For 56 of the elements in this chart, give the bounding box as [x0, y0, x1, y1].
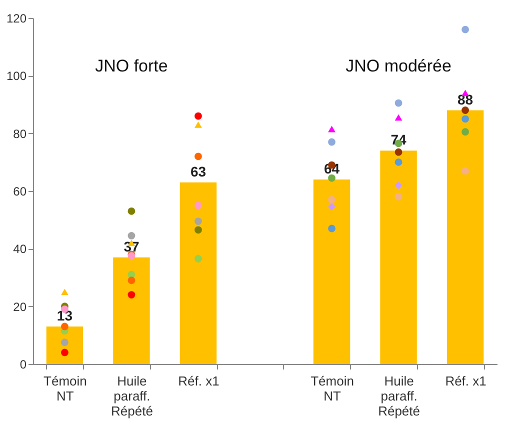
bar: [446, 110, 484, 364]
data-label: 63: [190, 163, 206, 180]
x-tick-label: Huile paraff. Répété: [378, 374, 420, 418]
point: [462, 26, 469, 34]
point: [394, 148, 402, 156]
point: [194, 255, 202, 262]
point: [462, 115, 469, 123]
y-tick-label: 0: [20, 358, 27, 372]
y-tick-label: 120: [6, 12, 27, 26]
bar: [380, 150, 417, 364]
data-label: 88: [458, 91, 474, 108]
point: [194, 112, 202, 120]
point: [462, 128, 469, 136]
point: [128, 276, 136, 284]
data-label: 13: [56, 308, 73, 324]
bar: [180, 182, 217, 364]
y-tick-label: 20: [13, 300, 27, 314]
point: [128, 232, 136, 240]
bar: [313, 179, 350, 364]
point: [328, 126, 336, 132]
bar: [113, 257, 150, 364]
point: [194, 121, 202, 128]
point: [194, 218, 202, 225]
point: [61, 348, 68, 356]
point: [194, 152, 202, 160]
annotation: JNO forte: [95, 56, 168, 76]
point: [394, 193, 402, 200]
x-tick-label: Témoin NT: [310, 374, 354, 404]
point: [328, 138, 336, 146]
y-tick-label: 40: [13, 242, 27, 256]
point: [328, 196, 336, 204]
point: [61, 338, 68, 346]
x-tick-label: Témoin NT: [44, 374, 87, 404]
point: [462, 106, 469, 114]
point: [462, 167, 469, 175]
point: [394, 158, 402, 166]
point: [61, 288, 68, 296]
point: [61, 322, 68, 330]
point: [128, 291, 136, 298]
x-tick-label: Huile paraff. Répété: [111, 374, 153, 418]
point: [128, 207, 136, 215]
annotation: JNO modérée: [346, 56, 452, 76]
y-tick-label: 100: [6, 69, 27, 84]
point: [194, 202, 202, 210]
point: [394, 114, 402, 121]
x-tick-label: Réf. x1: [445, 374, 486, 388]
point: [328, 174, 336, 182]
y-tick-label: 60: [13, 184, 27, 198]
point: [394, 182, 402, 189]
y-tick-label: 80: [13, 126, 27, 141]
point: [394, 99, 402, 107]
x-tick-label: Réf. x1: [178, 374, 220, 388]
point: [328, 203, 336, 211]
point: [194, 226, 202, 234]
bar: [46, 326, 84, 364]
point: [328, 224, 336, 232]
